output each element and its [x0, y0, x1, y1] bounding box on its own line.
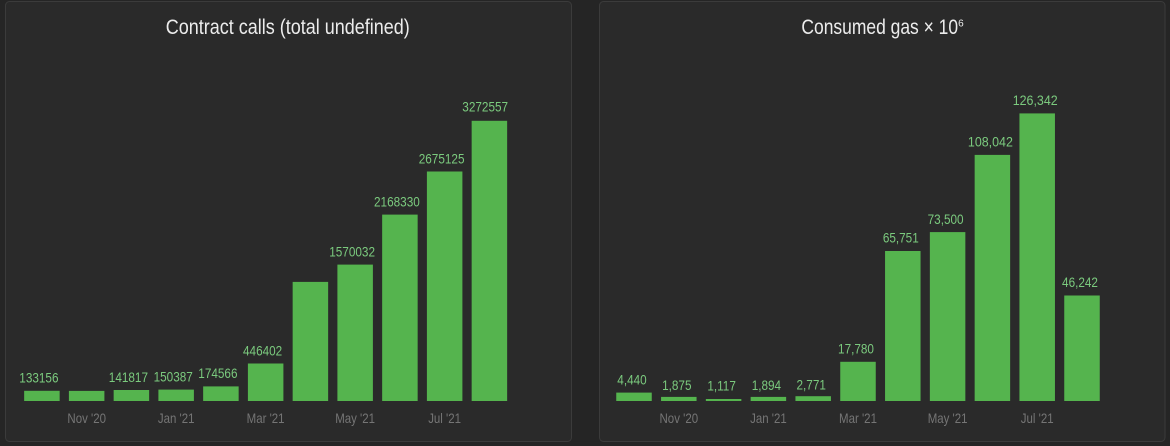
svg-text:150387: 150387: [154, 368, 193, 384]
svg-text:1,875: 1,875: [662, 377, 692, 393]
svg-text:46,242: 46,242: [1062, 274, 1098, 290]
svg-text:Mar '21: Mar '21: [839, 410, 877, 426]
svg-text:1,894: 1,894: [752, 377, 782, 393]
svg-text:Jul '21: Jul '21: [428, 410, 461, 426]
svg-text:3272557: 3272557: [462, 99, 508, 115]
svg-text:133156: 133156: [19, 370, 58, 386]
svg-text:Mar '21: Mar '21: [247, 410, 285, 426]
svg-text:Jul '21: Jul '21: [1021, 410, 1054, 426]
svg-text:1570032: 1570032: [329, 243, 375, 259]
svg-text:141817: 141817: [109, 369, 148, 385]
svg-text:Nov '20: Nov '20: [67, 410, 106, 426]
svg-text:446402: 446402: [243, 342, 282, 358]
svg-text:Contract calls (total undefine: Contract calls (total undefined): [166, 16, 410, 39]
svg-text:2,771: 2,771: [797, 377, 827, 393]
svg-text:May '21: May '21: [335, 410, 375, 426]
svg-text:108,042: 108,042: [968, 134, 1013, 150]
svg-text:174566: 174566: [198, 365, 237, 381]
svg-text:Jan '21: Jan '21: [158, 410, 195, 426]
svg-text:126,342: 126,342: [1013, 92, 1058, 108]
svg-text:4,440: 4,440: [617, 371, 647, 387]
svg-text:2168330: 2168330: [374, 193, 420, 209]
svg-text:73,500: 73,500: [928, 211, 964, 227]
svg-text:Nov '20: Nov '20: [660, 410, 699, 426]
svg-text:2675125: 2675125: [419, 150, 465, 166]
svg-text:Jan '21: Jan '21: [750, 410, 787, 426]
svg-text:17,780: 17,780: [838, 341, 874, 357]
svg-text:1,117: 1,117: [707, 378, 736, 394]
svg-text:Consumed gas × 106: Consumed gas × 106: [801, 16, 964, 39]
svg-text:May '21: May '21: [928, 410, 968, 426]
svg-text:65,751: 65,751: [883, 230, 919, 246]
